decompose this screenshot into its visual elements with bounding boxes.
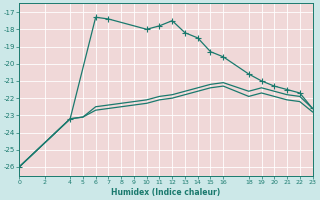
X-axis label: Humidex (Indice chaleur): Humidex (Indice chaleur)	[111, 188, 220, 197]
